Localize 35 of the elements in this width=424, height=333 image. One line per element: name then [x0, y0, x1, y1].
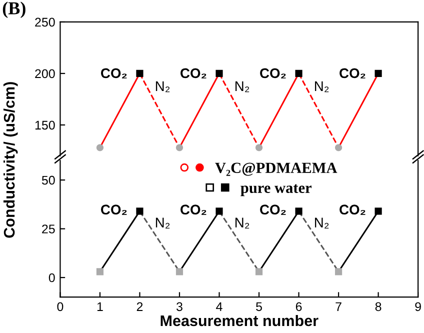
y-tick-label: 0	[48, 273, 55, 282]
annotation: N₂	[315, 218, 329, 229]
x-tick-label: 2	[136, 302, 143, 311]
x-axis-title: Measurement number	[160, 314, 318, 326]
x-tick-label: 0	[57, 302, 64, 312]
legend-label: V₂C@PDMAEMA	[215, 162, 338, 176]
annotation: N₂	[235, 81, 250, 92]
annotation: CO₂	[260, 204, 286, 215]
x-tick-label: 3	[176, 302, 182, 312]
y-tick-label: 200	[35, 69, 55, 78]
x-tick-label: 4	[216, 302, 222, 311]
annotation: N₂	[156, 81, 170, 92]
annotation: CO₂	[180, 68, 206, 78]
chart-title: (B)	[2, 2, 26, 18]
x-tick-label: 6	[296, 302, 302, 312]
x-tick-label: 1	[97, 302, 103, 311]
annotation: N₂	[156, 218, 170, 229]
y-axis-title: Conductivity/ (uS/cm)	[3, 82, 18, 238]
annotation: CO₂	[340, 68, 366, 78]
annotation: CO₂	[260, 68, 286, 78]
y-tick-label: 25	[42, 224, 55, 234]
annotation: CO₂	[100, 204, 127, 215]
y-tick-label: 50	[42, 176, 55, 185]
annotation: N₂	[315, 81, 329, 92]
y-tick-label: 250	[35, 18, 55, 27]
annotation: N₂	[235, 218, 250, 229]
legend-label: pure water	[240, 184, 312, 196]
x-tick-label: 5	[256, 302, 262, 312]
annotation: CO₂	[340, 204, 366, 215]
y-tick-label: 150	[35, 120, 55, 130]
x-tick-label: 8	[375, 302, 382, 312]
x-tick-label: 9	[415, 302, 421, 312]
annotation: CO₂	[100, 68, 127, 78]
x-tick-label: 7	[336, 302, 342, 311]
annotation: CO₂	[180, 204, 206, 215]
